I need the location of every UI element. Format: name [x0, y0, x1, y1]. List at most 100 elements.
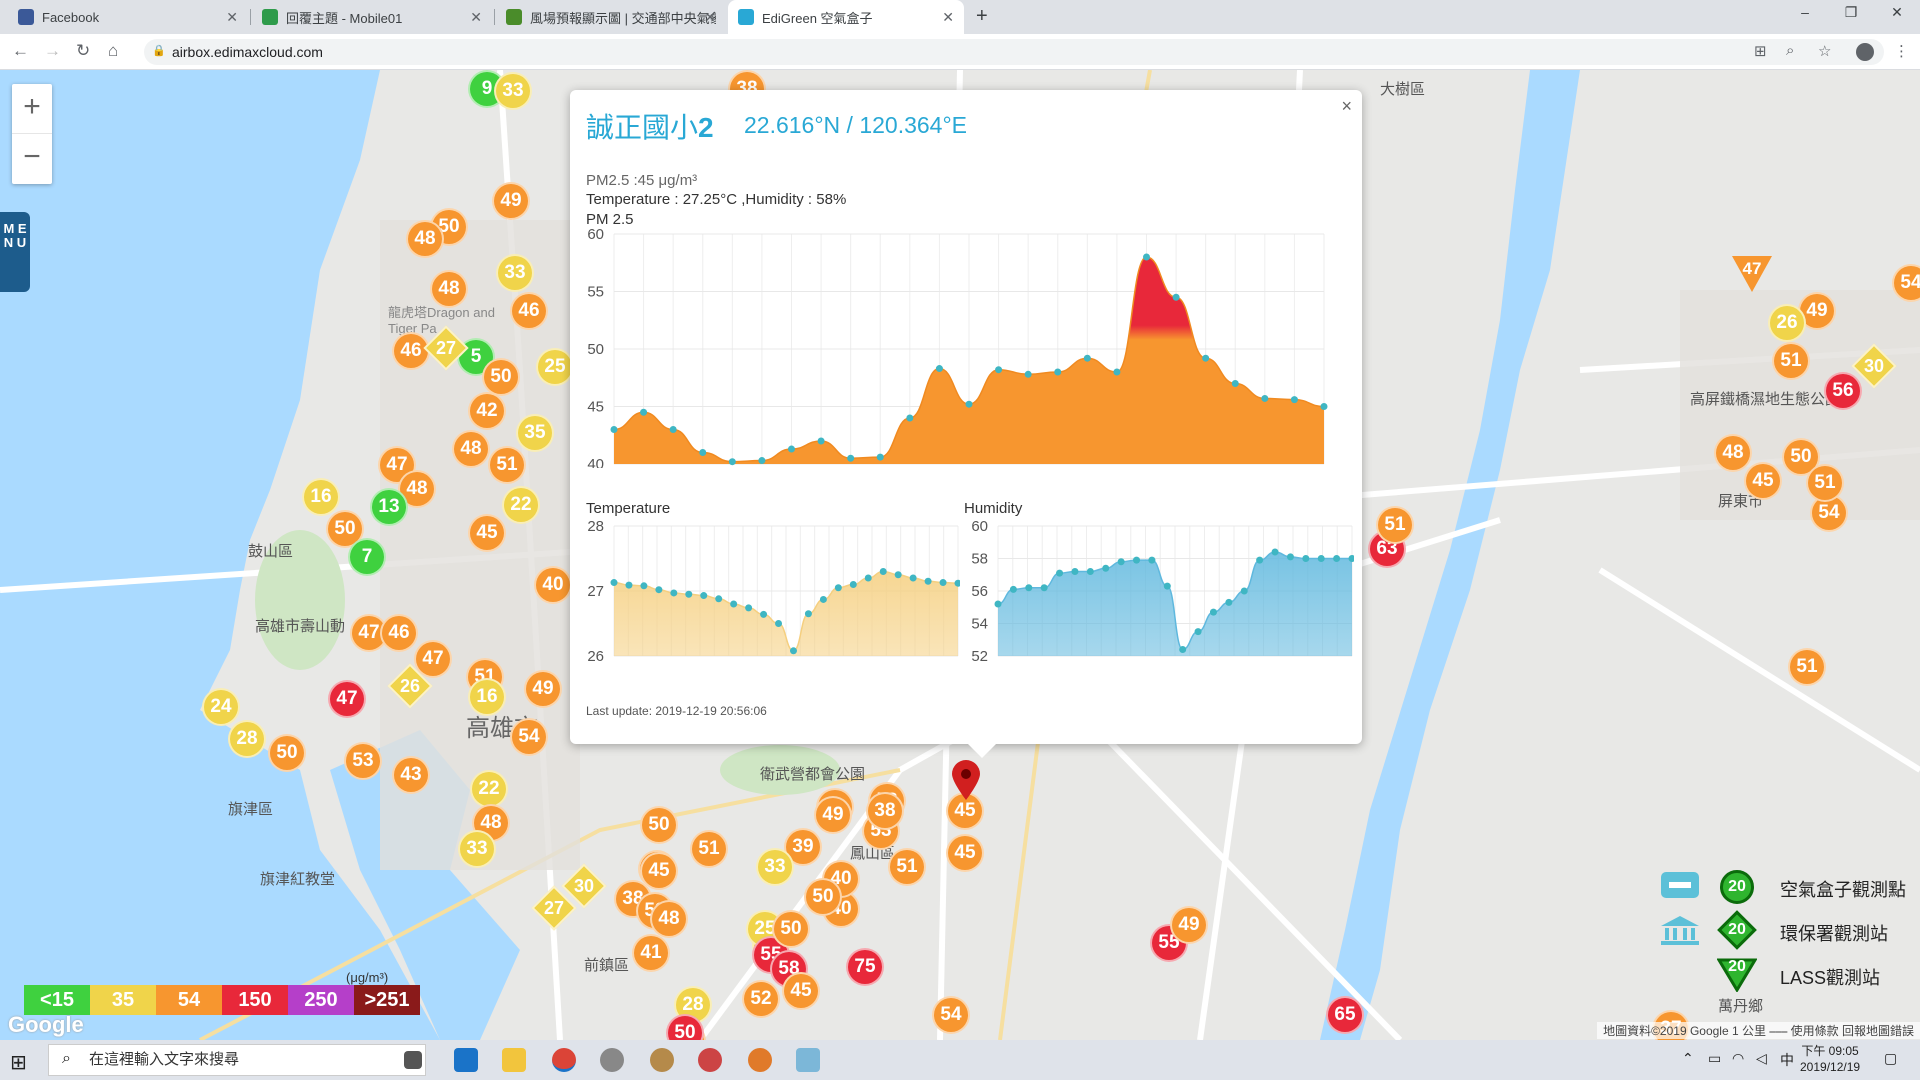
sensor-marker[interactable]: 39	[784, 828, 822, 866]
back-button[interactable]: ←	[12, 41, 29, 60]
legend-lass[interactable]: 20 LASS觀測站	[1655, 958, 1920, 996]
sensor-marker[interactable]: 45	[640, 852, 678, 890]
sensor-marker[interactable]: 48	[650, 900, 688, 938]
sensor-marker[interactable]: 46	[510, 292, 548, 330]
zoom-out-button[interactable]: −	[23, 140, 41, 173]
sensor-marker[interactable]: 54	[1892, 264, 1920, 302]
sensor-marker[interactable]: 45	[946, 834, 984, 872]
map-canvas[interactable]: 大樹區 鼓山區 高雄市壽山動 高雄市 旗津區 旗津紅教堂 前鎮區 屏東市 鳳山區 衛武營都會公園萬…	[0, 70, 1920, 1040]
notification-icon[interactable]: ▢	[1884, 1050, 1898, 1066]
sensor-marker[interactable]: 45	[1744, 462, 1782, 500]
reload-button[interactable]: ↻	[76, 41, 91, 60]
edge-icon[interactable]	[454, 1048, 478, 1072]
tab-mobile01[interactable]: 回覆主題 - Mobile01 ✕	[252, 0, 492, 34]
home-button[interactable]: ⌂	[108, 41, 119, 60]
sensor-marker[interactable]: 51	[888, 848, 926, 886]
app-icon[interactable]	[748, 1048, 772, 1072]
sensor-marker[interactable]: 40	[534, 566, 572, 604]
sensor-marker[interactable]: 51	[1376, 506, 1414, 544]
sensor-marker[interactable]: 50	[326, 510, 364, 548]
sensor-marker[interactable]: 24	[202, 688, 240, 726]
map-attribution[interactable]: 地圖資料©2019 Google 1 公里 ⎯⎯⎯ 使用條款 回報地圖錯誤	[1597, 1022, 1920, 1039]
tab-facebook[interactable]: Facebook ✕	[8, 0, 248, 34]
close-window-button[interactable]: ✕	[1891, 4, 1903, 20]
sensor-marker[interactable]: 5	[457, 338, 495, 376]
sensor-marker[interactable]: 46	[392, 332, 430, 370]
sensor-marker[interactable]: 50	[268, 734, 306, 772]
sensor-marker[interactable]: 13	[370, 488, 408, 526]
profile-avatar-icon[interactable]	[1856, 43, 1874, 61]
sensor-marker[interactable]: 50	[666, 1014, 704, 1040]
sensor-marker[interactable]: 49	[814, 796, 852, 834]
sensor-marker[interactable]: 7	[348, 538, 386, 576]
sensor-marker[interactable]: 45	[468, 514, 506, 552]
taskbar-search-input[interactable]: 在這裡輸入文字來搜尋	[48, 1044, 426, 1076]
sensor-marker[interactable]: 41	[632, 934, 670, 972]
sensor-marker[interactable]: 45	[782, 972, 820, 1010]
sensor-marker[interactable]: 16	[302, 478, 340, 516]
legend-airbox[interactable]: 20 空氣盒子觀測點	[1655, 870, 1920, 908]
sensor-marker[interactable]: 16	[468, 678, 506, 716]
sensor-marker[interactable]: 38	[866, 792, 904, 830]
task-view-icon[interactable]	[404, 1051, 422, 1069]
wifi-icon[interactable]: ◠	[1732, 1050, 1745, 1066]
sensor-marker[interactable]: 56	[1824, 372, 1862, 410]
sensor-marker[interactable]: 22	[502, 486, 540, 524]
sensor-marker[interactable]: 28	[228, 720, 266, 758]
sensor-marker[interactable]: 50	[804, 878, 842, 916]
sensor-marker[interactable]: 54	[510, 718, 548, 756]
sensor-marker[interactable]: 48	[430, 270, 468, 308]
sensor-marker[interactable]: 50	[640, 806, 678, 844]
clock[interactable]: 下午 09:05 2019/12/19	[1800, 1043, 1860, 1075]
app-icon[interactable]	[796, 1048, 820, 1072]
sensor-marker[interactable]: 53	[344, 742, 382, 780]
tab-edigreen[interactable]: EdiGreen 空氣盒子 ✕	[728, 0, 964, 34]
close-popup-button[interactable]: ×	[1341, 96, 1352, 116]
selected-location-pin-icon[interactable]	[952, 760, 980, 800]
app-icon[interactable]	[600, 1048, 624, 1072]
sensor-marker[interactable]: 33	[494, 72, 532, 110]
sensor-marker[interactable]: 22	[470, 770, 508, 808]
sensor-marker[interactable]: 33	[496, 254, 534, 292]
app-icon[interactable]	[698, 1048, 722, 1072]
sensor-marker[interactable]: 50	[772, 910, 810, 948]
address-bar[interactable]: airbox.edimaxcloud.com	[144, 39, 1884, 65]
maximize-button[interactable]: ❐	[1844, 4, 1858, 20]
new-tab-button[interactable]: +	[976, 5, 988, 27]
sensor-marker[interactable]: 51	[1806, 464, 1844, 502]
sensor-marker[interactable]: 49	[524, 670, 562, 708]
close-tab-icon[interactable]: ✕	[704, 9, 716, 25]
file-explorer-icon[interactable]	[502, 1048, 526, 1072]
menu-button[interactable]: M E N U	[0, 212, 30, 292]
sensor-marker[interactable]: 54	[932, 996, 970, 1034]
sensor-marker[interactable]: 35	[516, 414, 554, 452]
tab-weather[interactable]: 風場預報顯示圖 | 交通部中央氣象 ✕	[496, 0, 726, 34]
sensor-marker[interactable]: 47	[328, 680, 366, 718]
app-icon[interactable]	[650, 1048, 674, 1072]
bookmark-star-icon[interactable]: ☆	[1818, 43, 1832, 60]
sensor-marker[interactable]: 43	[392, 756, 430, 794]
sensor-marker[interactable]: 47	[378, 446, 416, 484]
sensor-marker[interactable]: 50	[482, 358, 520, 396]
sensor-marker[interactable]: 51	[1788, 648, 1826, 686]
sensor-marker[interactable]: 50	[1782, 438, 1820, 476]
sensor-marker[interactable]: 26	[1768, 304, 1806, 342]
sensor-marker[interactable]: 75	[846, 948, 884, 986]
sensor-marker[interactable]: 46	[380, 614, 418, 652]
ime-indicator[interactable]: 中	[1780, 1052, 1794, 1068]
zoom-in-button[interactable]: +	[12, 84, 52, 134]
battery-icon[interactable]: ▭	[1708, 1050, 1722, 1066]
close-tab-icon[interactable]: ✕	[470, 9, 482, 25]
sensor-marker[interactable]: 51	[1772, 342, 1810, 380]
sensor-marker[interactable]: 48	[452, 430, 490, 468]
sensor-marker[interactable]: 49	[1170, 906, 1208, 944]
volume-icon[interactable]: ◁	[1756, 1050, 1767, 1066]
sensor-marker[interactable]: 49	[492, 182, 530, 220]
lass-station-marker[interactable]: 47	[1730, 254, 1774, 294]
sensor-marker[interactable]: 65	[1326, 996, 1364, 1034]
sensor-marker[interactable]: 48	[406, 220, 444, 258]
close-tab-icon[interactable]: ✕	[942, 9, 954, 25]
zoom-icon[interactable]: ⌕	[1786, 42, 1795, 59]
forward-button[interactable]: →	[44, 41, 61, 60]
minimize-button[interactable]: –	[1801, 4, 1809, 20]
